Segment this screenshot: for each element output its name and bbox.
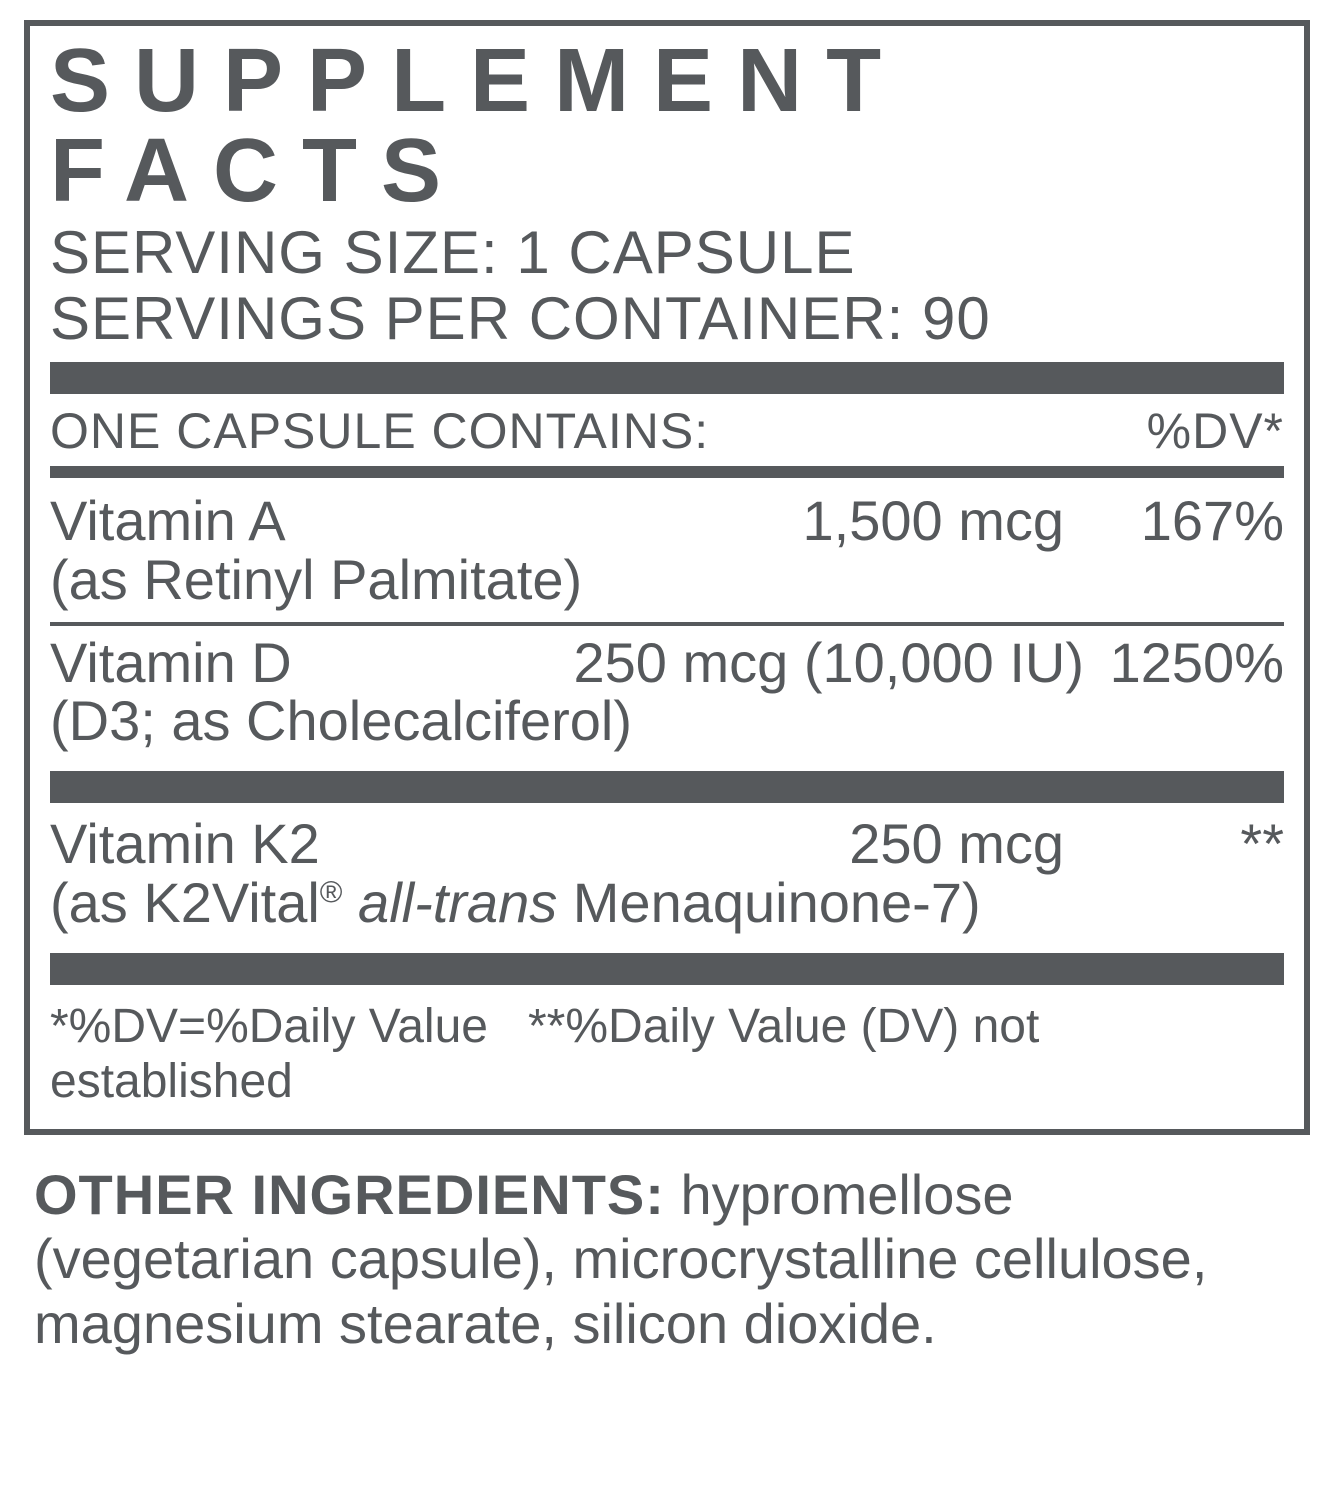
nutrient-amount: 1,500 mcg (803, 492, 1105, 551)
serving-size-line: SERVING SIZE: 1 CAPSULE (50, 220, 1284, 286)
nutrient-name: Vitamin D (50, 634, 574, 693)
nutrient-dv: 1250% (1104, 634, 1284, 693)
other-ingredients: OTHER INGREDIENTS: hypromellose (vegetar… (24, 1135, 1310, 1356)
nutrient-main-line: Vitamin D 250 mcg (10,000 IU) 1250% (50, 634, 1284, 693)
nutrient-main-line: Vitamin A 1,500 mcg 167% (50, 492, 1284, 551)
nutrient-row: Vitamin A 1,500 mcg 167% (as Retinyl Pal… (50, 486, 1284, 620)
column-header-left: ONE CAPSULE CONTAINS: (50, 402, 709, 460)
servings-per-container-label: SERVINGS PER CONTAINER: (50, 285, 904, 352)
nutrient-dv: ** (1104, 815, 1284, 874)
nutrient-sub-suffix: Menaquinone-7) (557, 871, 980, 934)
divider-thin (50, 622, 1284, 626)
nutrient-subtext: (as Retinyl Palmitate) (50, 551, 1284, 610)
nutrient-name: Vitamin K2 (50, 815, 849, 874)
nutrient-name: Vitamin A (50, 492, 803, 551)
registered-mark-icon: ® (320, 874, 343, 909)
column-header-right: %DV* (1147, 402, 1284, 460)
nutrient-amount: 250 mcg (10,000 IU) (574, 634, 1104, 693)
nutrient-amount: 250 mcg (849, 815, 1104, 874)
supplement-facts-panel: SUPPLEMENT FACTS SERVING SIZE: 1 CAPSULE… (24, 20, 1310, 1135)
nutrient-subtext: (D3; as Cholecalciferol) (50, 692, 1284, 751)
nutrient-sub-italic: all-trans (342, 871, 557, 934)
divider-rule (50, 466, 1284, 478)
divider-bar (50, 953, 1284, 985)
divider-bar (50, 362, 1284, 394)
nutrient-row: Vitamin K2 250 mcg ** (as K2Vital® all-t… (50, 809, 1284, 943)
nutrient-subtext: (as K2Vital® all-trans Menaquinone-7) (50, 874, 1284, 933)
nutrient-dv: 167% (1104, 492, 1284, 551)
divider-bar (50, 771, 1284, 803)
nutrient-main-line: Vitamin K2 250 mcg ** (50, 815, 1284, 874)
panel-title: SUPPLEMENT FACTS (50, 36, 1284, 220)
nutrient-row: Vitamin D 250 mcg (10,000 IU) 1250% (D3;… (50, 628, 1284, 762)
servings-per-container-value: 90 (922, 285, 991, 352)
footnotes: *%DV=%Daily Value **%Daily Value (DV) no… (50, 991, 1284, 1111)
footnote-dv: *%DV=%Daily Value (50, 1000, 488, 1053)
other-ingredients-label: OTHER INGREDIENTS: (34, 1163, 665, 1226)
serving-size-value: 1 CAPSULE (516, 219, 855, 286)
column-header-row: ONE CAPSULE CONTAINS: %DV* (50, 400, 1284, 462)
nutrient-sub-prefix: (as K2Vital (50, 871, 320, 934)
servings-per-container-line: SERVINGS PER CONTAINER: 90 (50, 286, 1284, 352)
serving-size-label: SERVING SIZE: (50, 219, 499, 286)
